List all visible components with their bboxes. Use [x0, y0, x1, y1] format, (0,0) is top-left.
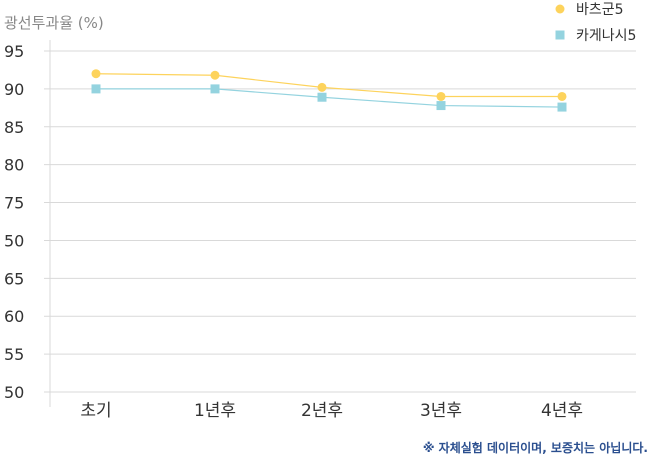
data-point [91, 69, 101, 79]
legend-label: 바츠군5 [576, 2, 624, 18]
y-tick-label: 60 [4, 307, 24, 326]
data-point [436, 91, 446, 101]
data-point [317, 82, 327, 92]
series-line [96, 88, 563, 108]
data-point [91, 84, 101, 94]
data-point [317, 92, 327, 102]
x-tick-label: 2년후 [301, 401, 343, 421]
data-point [436, 101, 446, 111]
y-tick-label: 85 [4, 118, 24, 137]
chart-title: 광선투과율 (%) [4, 14, 104, 32]
x-tick-label: 4년후 [541, 401, 583, 421]
data-point [557, 102, 567, 112]
y-tick-label: 75 [4, 194, 24, 213]
y-tick-label: 65 [4, 269, 24, 288]
x-tick-label: 3년후 [420, 401, 462, 421]
y-tick-label: 95 [4, 42, 24, 61]
y-tick-label: 50 [4, 383, 24, 402]
legend-marker [555, 4, 565, 14]
x-tick-label: 1년후 [194, 401, 236, 421]
y-tick-label: 50 [4, 231, 24, 250]
legend-marker [555, 30, 565, 40]
y-tick-label: 55 [4, 345, 24, 364]
x-tick-label: 초기 [80, 401, 111, 421]
legend-label: 카게나시5 [576, 28, 636, 44]
y-tick-label: 90 [4, 80, 24, 99]
series-line [95, 73, 562, 98]
footnote: ※ 자체실험 데이터이며, 보증치는 아닙니다. [422, 441, 648, 455]
y-tick-label: 80 [4, 156, 24, 175]
data-point [557, 91, 567, 101]
data-point [210, 70, 220, 80]
data-point [210, 84, 220, 94]
